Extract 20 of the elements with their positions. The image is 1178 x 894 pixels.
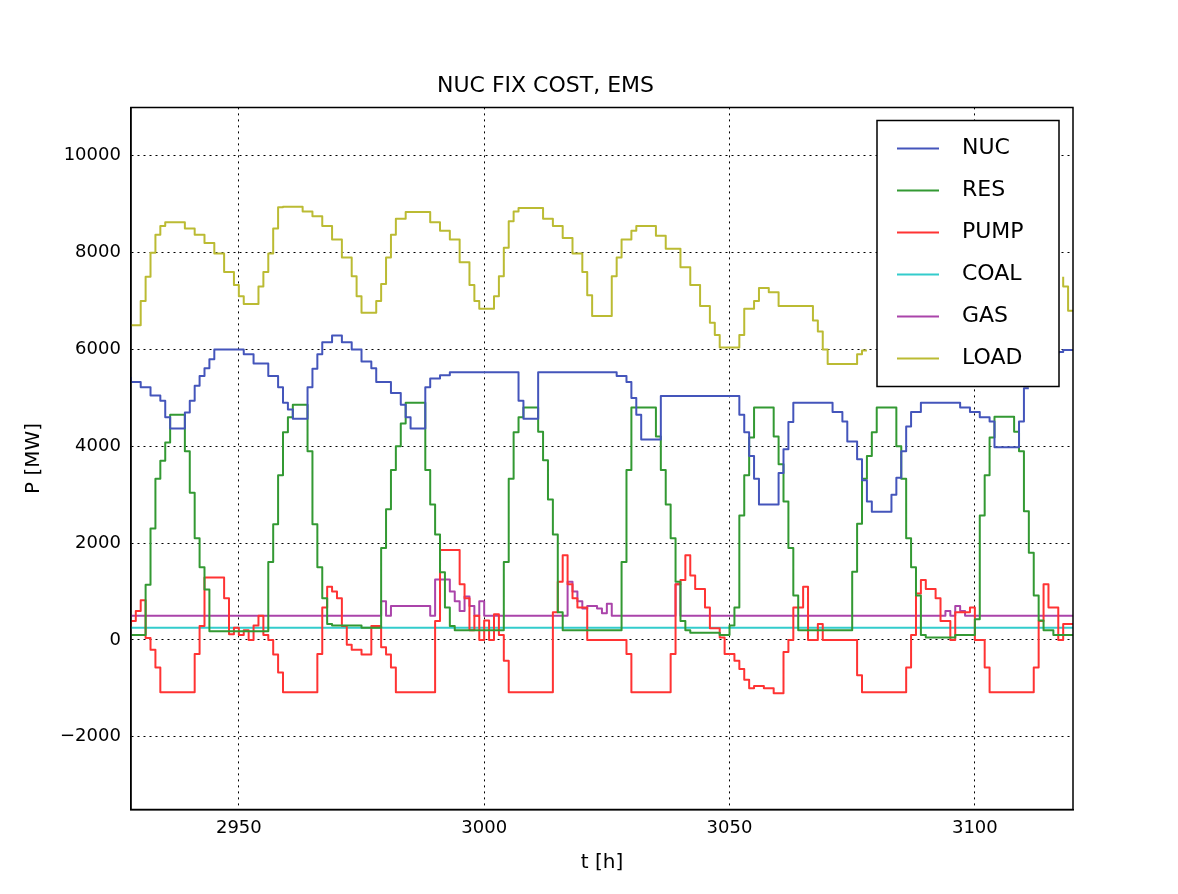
legend-label: COAL <box>962 260 1023 286</box>
y-tick-label: 4000 <box>75 433 121 455</box>
legend-label: RES <box>962 176 1006 202</box>
x-tick-label: 3050 <box>706 815 753 837</box>
legend-label: NUC <box>962 134 1010 160</box>
legend-label: GAS <box>962 302 1009 328</box>
y-tick-label: 10000 <box>63 143 121 165</box>
y-tick-label: −2000 <box>60 724 121 746</box>
x-axis-title: t [h] <box>580 849 624 874</box>
y-axis-title: P [MW] <box>20 422 45 494</box>
legend-label: PUMP <box>962 218 1024 244</box>
legend-label: LOAD <box>962 344 1023 370</box>
y-tick-label: 8000 <box>75 240 121 262</box>
x-tick-label: 3100 <box>951 815 998 837</box>
y-tick-label: 2000 <box>75 530 121 552</box>
y-tick-label: 6000 <box>75 337 121 359</box>
y-tick-label: 0 <box>109 627 121 649</box>
chart-title: NUC FIX COST, EMS <box>436 71 655 97</box>
x-tick-label: 2950 <box>215 815 262 837</box>
x-tick-label: 3000 <box>461 815 508 837</box>
